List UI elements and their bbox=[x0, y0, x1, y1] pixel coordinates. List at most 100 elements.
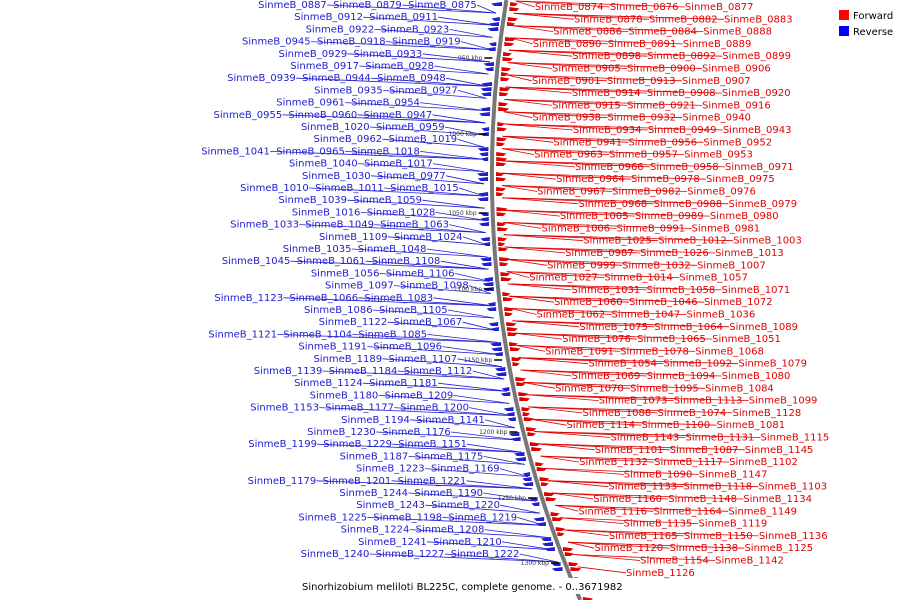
reverse-gene-label: SinmeB_0948 bbox=[377, 73, 446, 84]
forward-gene-arrow bbox=[499, 262, 509, 266]
forward-gene-arrow bbox=[501, 67, 512, 71]
forward-leader-line bbox=[522, 381, 706, 389]
reverse-gene-label: SinmeB_1106 bbox=[386, 268, 455, 279]
reverse-leader-line bbox=[444, 126, 485, 136]
forward-gene-arrow bbox=[582, 597, 594, 600]
reverse-gene-arrow bbox=[536, 522, 546, 526]
forward-gene-label: SinmeB_0877 bbox=[685, 2, 754, 13]
forward-gene-label: SinmeB_1072 bbox=[704, 297, 773, 308]
reverse-gene-label: SinmeB_1085 bbox=[358, 329, 427, 340]
reverse-gene-label: SinmeB_1208 bbox=[416, 525, 485, 536]
reverse-leader-line bbox=[444, 553, 558, 563]
reverse-gene-label: SinmeB_1153 bbox=[250, 403, 319, 414]
forward-leader-line bbox=[530, 418, 567, 426]
tick-label: 1050 kbp bbox=[448, 210, 476, 217]
forward-gene-label: SinmeB_1113 bbox=[674, 396, 743, 407]
forward-gene-label: SinmeB_1142 bbox=[715, 556, 784, 567]
forward-gene-label: SinmeB_1132 bbox=[579, 457, 648, 468]
reverse-gene-arrow bbox=[491, 327, 499, 331]
reverse-gene-arrow bbox=[486, 307, 497, 311]
forward-gene-label: SinmeB_1003 bbox=[733, 236, 802, 247]
forward-leader-line bbox=[505, 86, 722, 94]
reverse-leader-line bbox=[462, 321, 496, 331]
reverse-gene-arrow bbox=[483, 62, 494, 66]
forward-leader-line bbox=[518, 357, 589, 365]
forward-gene-label: SinmeB_1095 bbox=[630, 383, 699, 394]
forward-leader-line bbox=[540, 455, 580, 463]
forward-gene-label: SinmeB_0906 bbox=[702, 64, 771, 75]
reverse-gene-arrow bbox=[480, 87, 492, 91]
forward-gene-label: SinmeB_0913 bbox=[607, 76, 676, 87]
reverse-leader-line bbox=[454, 273, 490, 282]
forward-gene-label: SinmeB_0892 bbox=[647, 51, 716, 62]
forward-gene-label: SinmeB_1135 bbox=[624, 519, 693, 530]
forward-gene-label: SinmeB_1073 bbox=[599, 396, 668, 407]
forward-leader-line bbox=[504, 246, 566, 254]
reverse-gene-label: SinmeB_0922 bbox=[306, 24, 375, 35]
reverse-leader-line bbox=[435, 212, 486, 221]
forward-gene-label: SinmeB_1088 bbox=[583, 408, 652, 419]
reverse-gene-label: SinmeB_1097 bbox=[325, 281, 394, 292]
forward-gene-label: SinmeB_1025 bbox=[583, 236, 652, 247]
reverse-gene-label: SinmeB_1124 bbox=[294, 378, 363, 389]
reverse-leader-line bbox=[351, 248, 488, 258]
tick-label: 1200 kbp bbox=[479, 429, 507, 436]
reverse-gene-label: SinmeB_0944 bbox=[302, 73, 371, 84]
forward-gene-label: SinmeB_1092 bbox=[663, 359, 732, 370]
reverse-gene-label: SinmeB_0933 bbox=[354, 49, 423, 60]
reverse-gene-arrow bbox=[487, 27, 499, 31]
reverse-leader-line bbox=[468, 285, 492, 294]
reverse-gene-arrow bbox=[503, 407, 514, 411]
reverse-leader-line bbox=[378, 395, 510, 404]
forward-gene-label: SinmeB_0898 bbox=[572, 51, 641, 62]
forward-gene-arrow bbox=[498, 102, 509, 106]
reverse-leader-line bbox=[422, 199, 485, 209]
forward-leader-line bbox=[543, 468, 624, 475]
reverse-gene-arrow bbox=[488, 42, 497, 46]
reverse-gene-label: SinmeB_1225 bbox=[298, 512, 367, 523]
reverse-leader-line bbox=[472, 370, 505, 380]
reverse-leader-line bbox=[374, 224, 486, 233]
legend-swatch bbox=[839, 26, 849, 36]
forward-leader-line bbox=[502, 135, 704, 143]
reverse-gene-label: SinmeB_1121 bbox=[208, 329, 277, 340]
forward-gene-label: SinmeB_0958 bbox=[650, 162, 719, 173]
forward-gene-arrow bbox=[499, 87, 511, 91]
reverse-gene-label: SinmeB_1177 bbox=[325, 403, 394, 414]
reverse-leader-line bbox=[442, 517, 545, 526]
forward-gene-label: SinmeB_1058 bbox=[647, 285, 716, 296]
forward-gene-arrow bbox=[500, 272, 511, 276]
forward-gene-label: SinmeB_0966 bbox=[575, 162, 644, 173]
forward-gene-arrow bbox=[502, 57, 514, 61]
forward-leader-line bbox=[513, 12, 575, 20]
forward-gene-label: SinmeB_0979 bbox=[728, 199, 797, 210]
reverse-gene-label: SinmeB_1190 bbox=[414, 488, 483, 499]
reverse-leader-line bbox=[379, 273, 490, 282]
tick-label: 1150 kbp bbox=[464, 357, 492, 364]
forward-leader-line bbox=[507, 62, 553, 69]
reverse-gene-label: SinmeB_1086 bbox=[304, 305, 373, 316]
forward-gene-arrow bbox=[570, 567, 582, 571]
forward-gene-label: SinmeB_0976 bbox=[687, 187, 756, 198]
forward-gene-arrow bbox=[507, 332, 518, 336]
reverse-leader-line bbox=[457, 138, 485, 148]
forward-gene-arrow bbox=[526, 427, 537, 431]
forward-leader-line bbox=[502, 209, 560, 217]
forward-leader-line bbox=[502, 197, 579, 205]
reverse-gene-arrow bbox=[477, 177, 488, 181]
reverse-leader-line bbox=[446, 77, 488, 87]
reverse-leader-line bbox=[316, 480, 533, 490]
reverse-leader-line bbox=[426, 248, 488, 258]
reverse-gene-label: SinmeB_1179 bbox=[248, 476, 317, 487]
forward-leader-line bbox=[559, 517, 624, 524]
forward-leader-line bbox=[520, 369, 572, 377]
reverse-gene-arrow bbox=[481, 127, 490, 131]
reverse-leader-line bbox=[484, 529, 549, 538]
reverse-gene-label: SinmeB_1187 bbox=[340, 451, 409, 462]
reverse-leader-line bbox=[462, 236, 487, 246]
forward-gene-label: SinmeB_1060 bbox=[554, 297, 623, 308]
forward-gene-label: SinmeB_0949 bbox=[648, 125, 717, 136]
reverse-gene-arrow bbox=[487, 302, 496, 306]
forward-gene-label: SinmeB_1148 bbox=[668, 494, 737, 505]
forward-gene-label: SinmeB_1117 bbox=[654, 457, 723, 468]
